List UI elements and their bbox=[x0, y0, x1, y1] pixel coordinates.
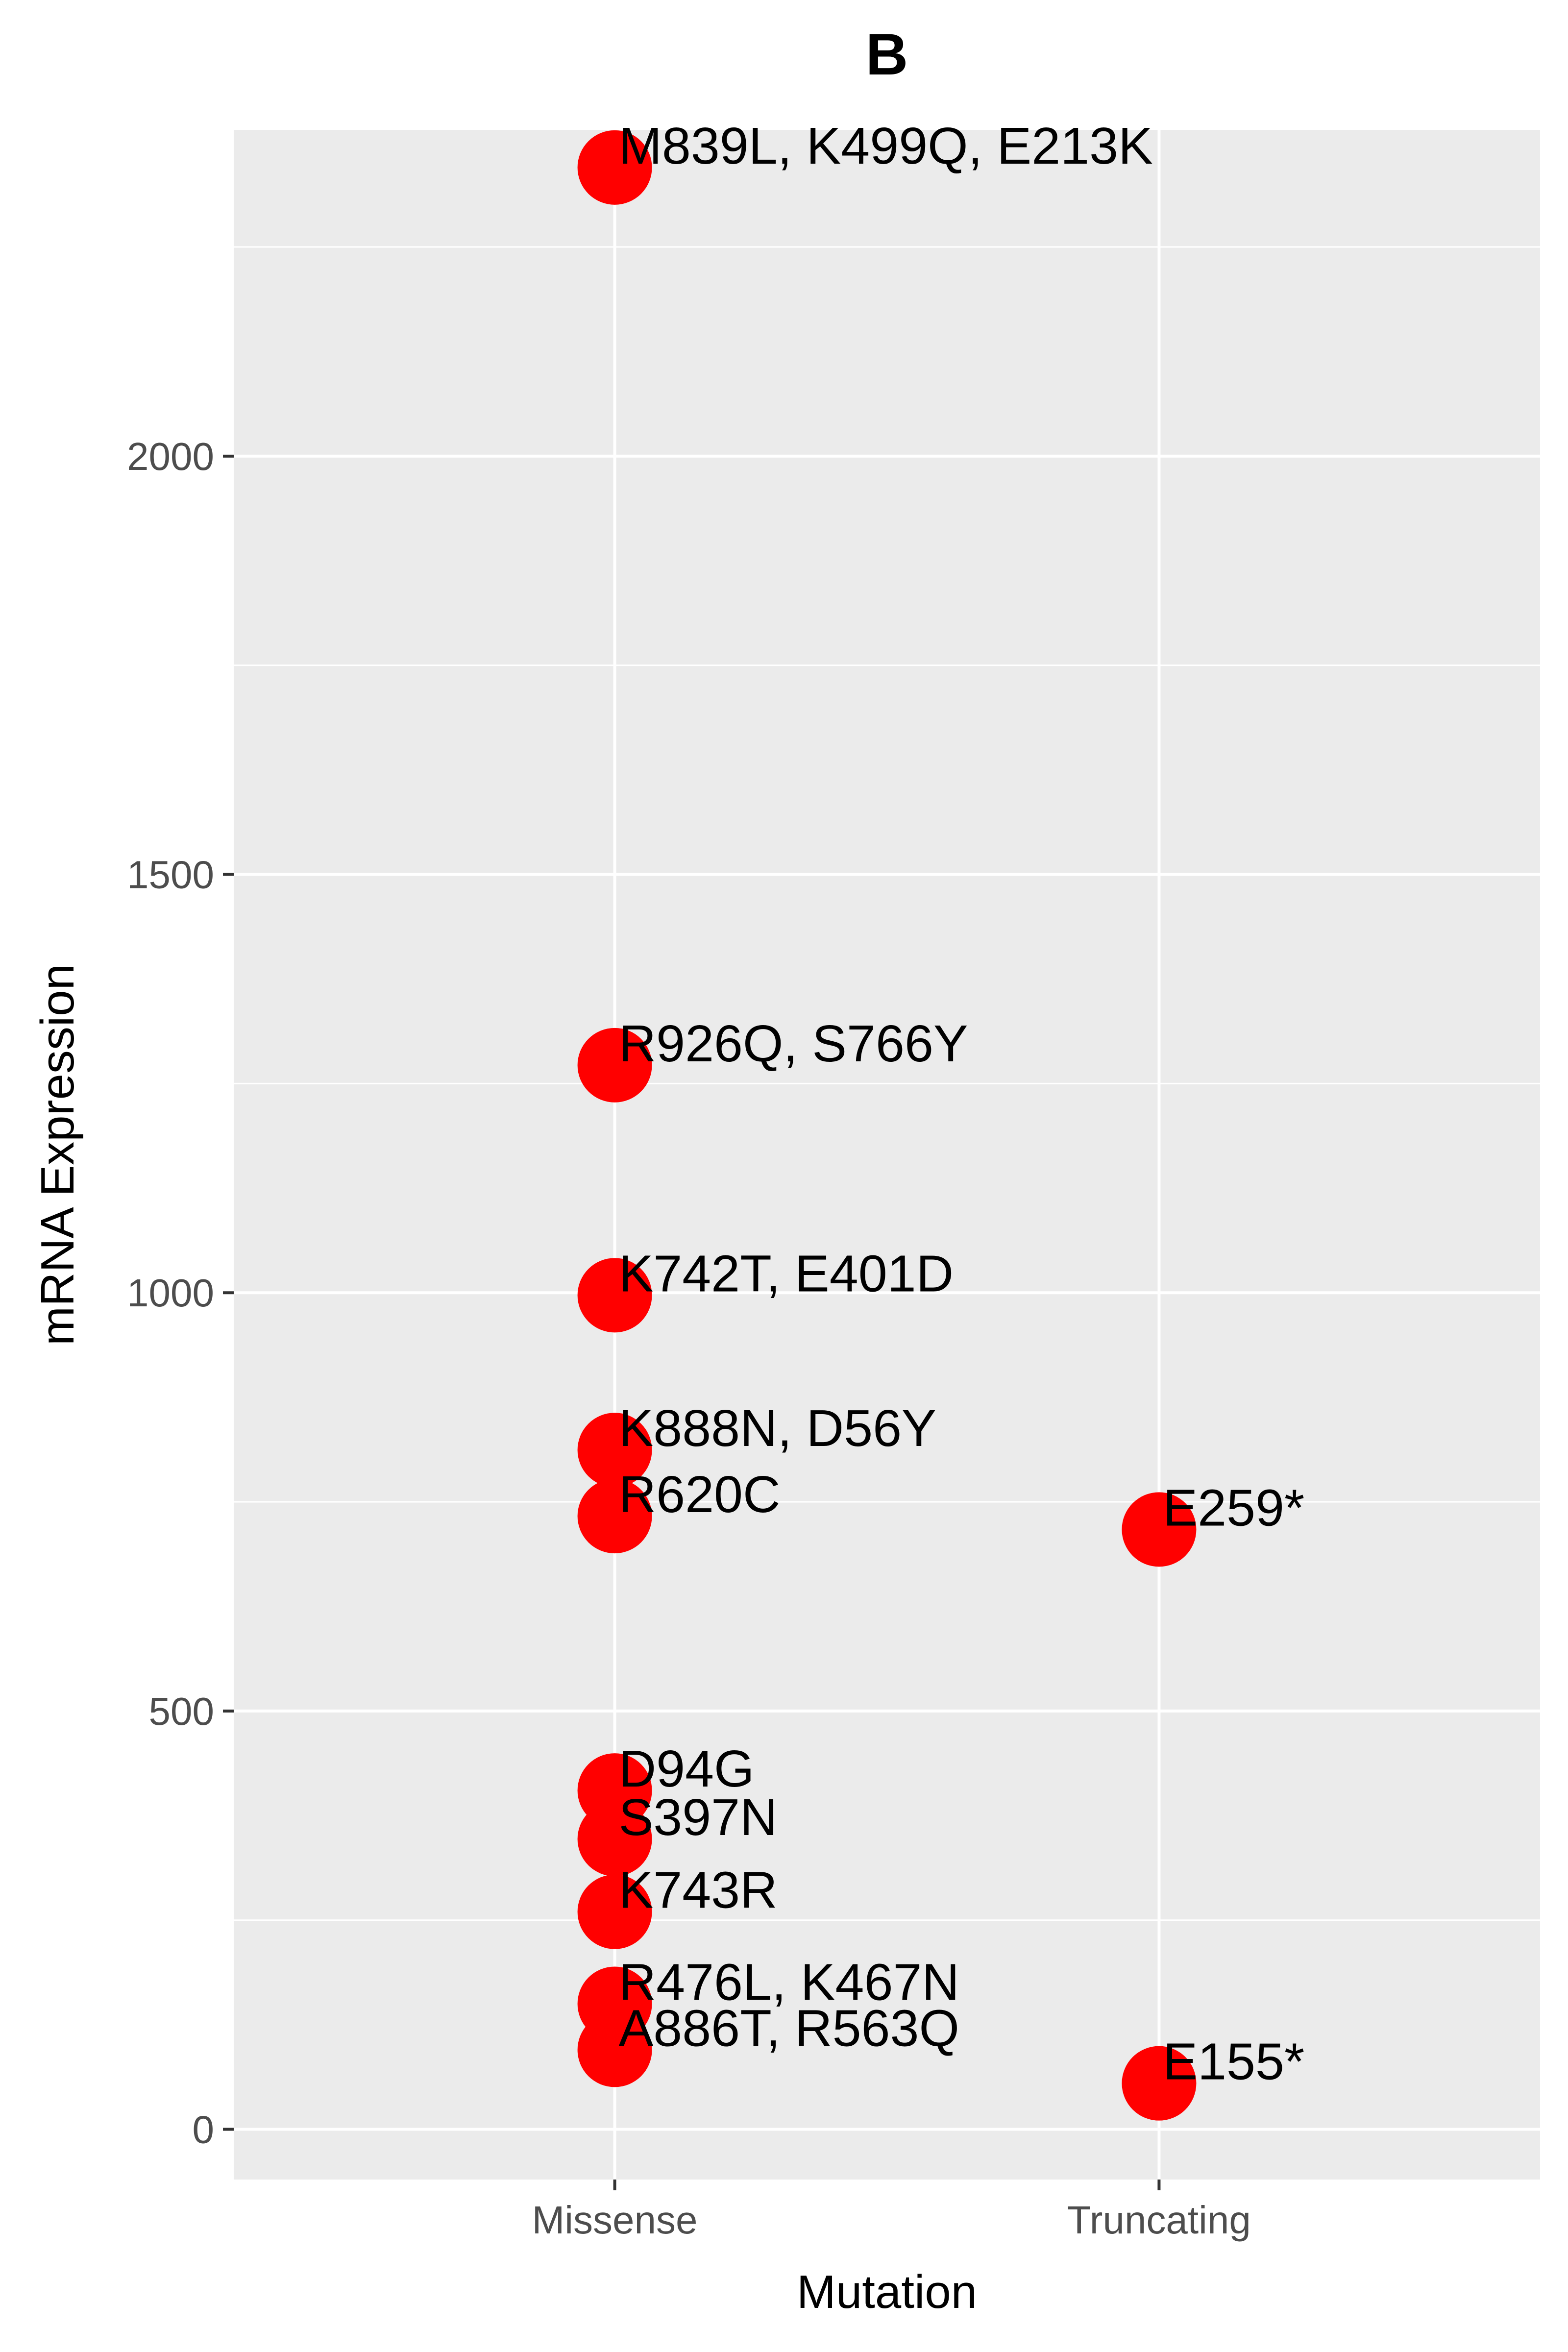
y-axis-title: mRNA Expression bbox=[31, 964, 84, 1346]
plot-panel bbox=[234, 130, 1540, 2180]
data-point bbox=[1122, 2046, 1197, 2121]
data-point-label: D94G bbox=[619, 1740, 755, 1798]
data-point-label: M839L, K499Q, E213K bbox=[619, 117, 1153, 175]
data-point-label: S397N bbox=[619, 1788, 778, 1846]
chart-title: B bbox=[866, 22, 908, 87]
data-point bbox=[577, 1028, 652, 1102]
data-point bbox=[577, 1802, 652, 1877]
point-labels: M839L, K499Q, E213K R926Q, S766Y K742T, E4… bbox=[619, 117, 1305, 2091]
data-point bbox=[577, 130, 652, 205]
data-point bbox=[577, 1258, 652, 1333]
x-axis: Missense Truncating bbox=[532, 2180, 1251, 2242]
y-tick-label: 1000 bbox=[127, 1271, 214, 1315]
data-point-label: E155* bbox=[1163, 2033, 1304, 2091]
data-point-label: K743R bbox=[619, 1862, 778, 1919]
data-points bbox=[577, 130, 1197, 2121]
y-tick-label: 1500 bbox=[127, 853, 214, 897]
y-tick-label: 0 bbox=[193, 2108, 215, 2152]
data-point-label: R926Q, S766Y bbox=[619, 1015, 968, 1073]
data-point bbox=[577, 1413, 652, 1488]
data-point-label: R620C bbox=[619, 1466, 781, 1523]
data-point-label: R476L, K467N bbox=[619, 1953, 959, 2011]
y-tick-label: 2000 bbox=[127, 435, 214, 478]
data-point-label: K742T, E401D bbox=[619, 1245, 954, 1302]
data-point bbox=[577, 2012, 652, 2087]
data-point-label: K888N, D56Y bbox=[619, 1399, 936, 1457]
data-point bbox=[577, 1874, 652, 1949]
x-tick-label: Truncating bbox=[1067, 2198, 1251, 2242]
data-point-label: A886T, R563Q bbox=[619, 1999, 959, 2057]
y-axis: 0 500 1000 1500 2000 bbox=[127, 435, 234, 2152]
data-point-label: E259* bbox=[1163, 1479, 1304, 1537]
x-axis-title: Mutation bbox=[797, 2266, 977, 2318]
data-point bbox=[577, 1479, 652, 1554]
y-tick-label: 500 bbox=[149, 1690, 214, 1733]
x-tick-label: Missense bbox=[532, 2198, 698, 2242]
data-point bbox=[1122, 1492, 1197, 1567]
minor-gridlines bbox=[234, 246, 1540, 1921]
